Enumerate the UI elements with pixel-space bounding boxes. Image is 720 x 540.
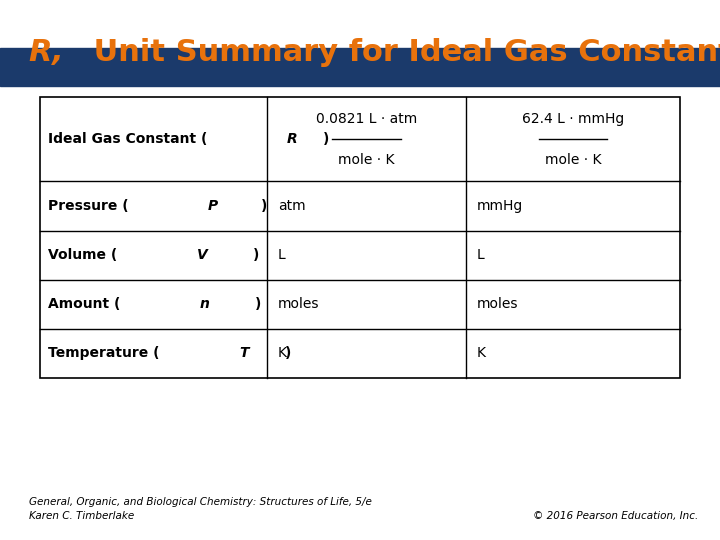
Text: Unit Summary for Ideal Gas Constant: Unit Summary for Ideal Gas Constant <box>83 38 720 67</box>
Text: R: R <box>287 132 297 146</box>
Text: 0.0821 L · atm: 0.0821 L · atm <box>316 112 417 126</box>
Text: L: L <box>477 248 485 262</box>
Text: R,: R, <box>29 38 65 67</box>
Text: ): ) <box>253 248 259 262</box>
Text: P: P <box>208 199 218 213</box>
Text: K: K <box>477 347 485 360</box>
Text: Ideal Gas Constant (: Ideal Gas Constant ( <box>48 132 207 146</box>
Text: © 2016 Pearson Education, Inc.: © 2016 Pearson Education, Inc. <box>533 511 698 521</box>
Text: atm: atm <box>278 199 305 213</box>
Text: moles: moles <box>278 298 320 311</box>
FancyBboxPatch shape <box>0 48 720 86</box>
Text: V: V <box>197 248 207 262</box>
Text: Pressure (: Pressure ( <box>48 199 129 213</box>
Text: L: L <box>278 248 286 262</box>
Text: ): ) <box>284 347 291 360</box>
Text: ): ) <box>255 298 261 311</box>
Text: 62.4 L · mmHg: 62.4 L · mmHg <box>522 112 624 126</box>
Text: Volume (: Volume ( <box>48 248 117 262</box>
Text: Temperature (: Temperature ( <box>48 347 160 360</box>
Text: General, Organic, and Biological Chemistry: Structures of Life, 5/e
Karen C. Tim: General, Organic, and Biological Chemist… <box>29 497 372 521</box>
Text: moles: moles <box>477 298 518 311</box>
Text: mmHg: mmHg <box>477 199 523 213</box>
Text: mole · K: mole · K <box>338 153 395 167</box>
Text: ): ) <box>261 199 268 213</box>
Text: mole · K: mole · K <box>545 153 601 167</box>
Text: T: T <box>239 347 248 360</box>
Text: K: K <box>278 347 287 360</box>
Text: ): ) <box>323 132 329 146</box>
Text: Amount (: Amount ( <box>48 298 121 311</box>
Text: n: n <box>199 298 210 311</box>
